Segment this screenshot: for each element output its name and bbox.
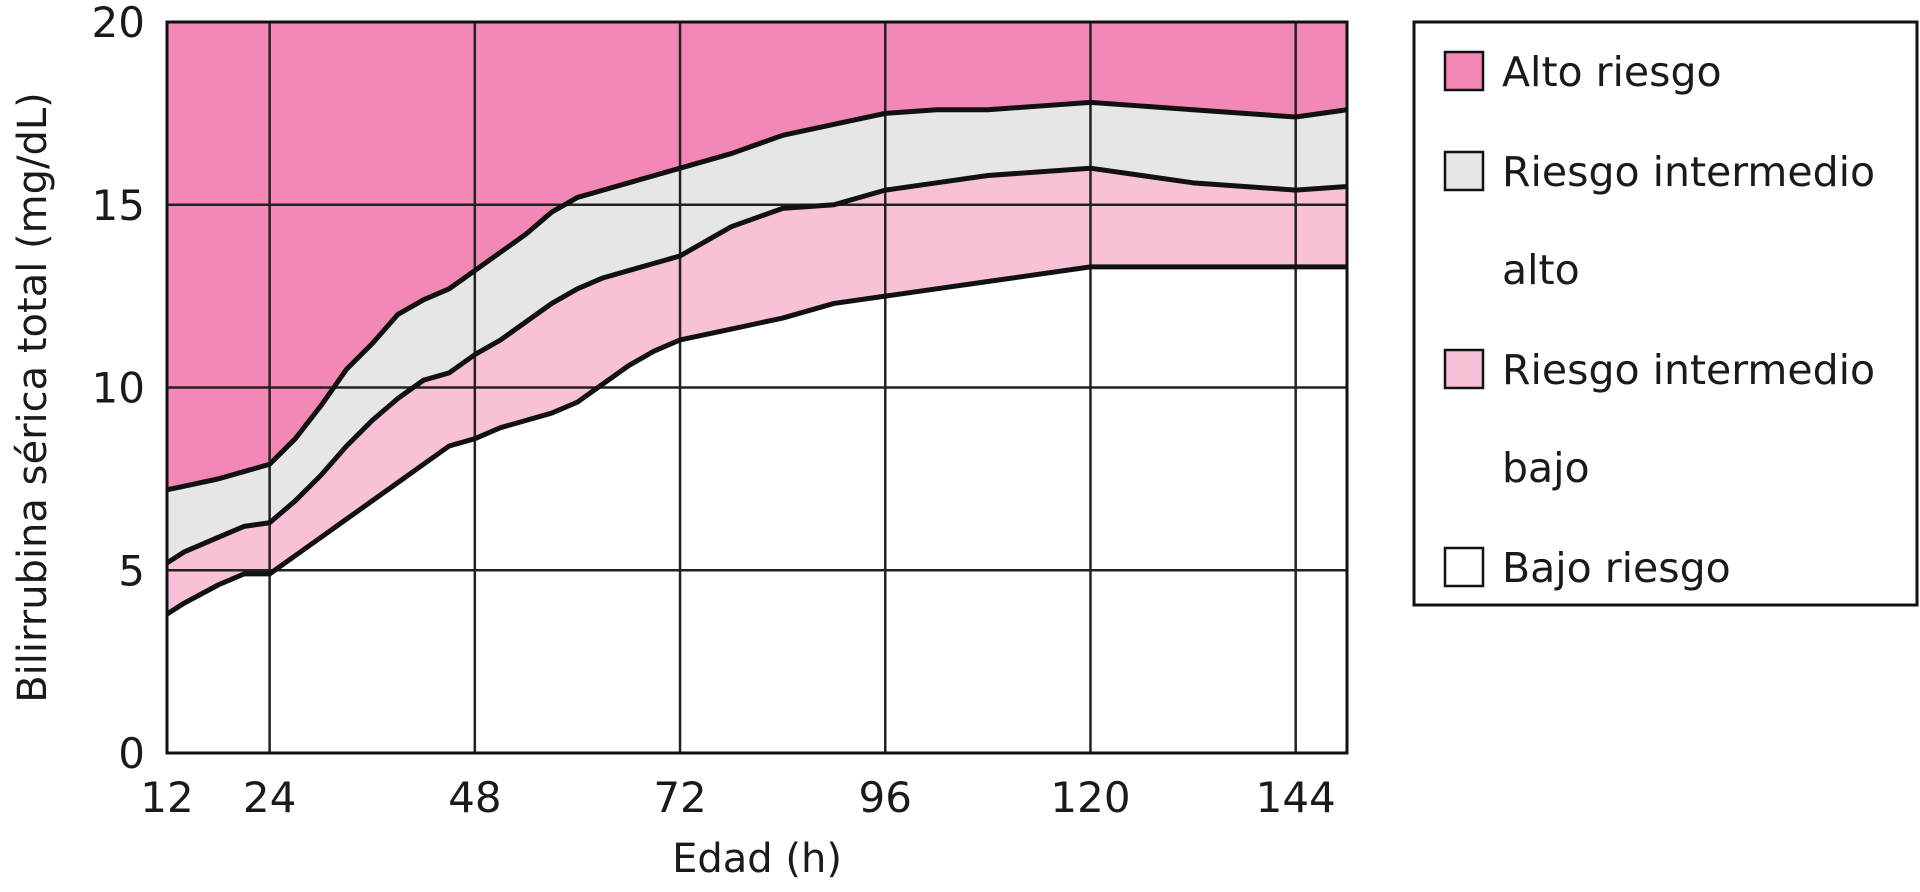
boundary-line-1 xyxy=(165,264,1347,617)
y-axis-label: Bilirrubina sérica total (mg/dL) xyxy=(10,92,56,703)
x-tick-label: 12 xyxy=(140,773,193,822)
legend-item: Riesgo intermedio bajo xyxy=(1443,346,1875,492)
x-tick-label: 144 xyxy=(1256,773,1336,822)
legend-label: Bajo riesgo xyxy=(1502,544,1731,592)
legend-label: Riesgo intermedio xyxy=(1502,148,1875,196)
legend-swatch xyxy=(1443,50,1485,92)
boundary-line-2 xyxy=(165,165,1348,566)
legend-label-line2: alto xyxy=(1502,246,1580,294)
band-riesgo-intermedio-bajo xyxy=(167,168,1347,615)
legend-item: Riesgo intermedio alto xyxy=(1443,148,1875,294)
legend-item: Alto riesgo xyxy=(1443,48,1722,96)
y-tick-label: 20 xyxy=(92,0,145,47)
x-tick-label: 72 xyxy=(653,773,706,822)
legend-swatch xyxy=(1443,546,1485,588)
x-axis-ticks: 12 24 48 72 96 120 144 xyxy=(140,773,1336,822)
plot-frame xyxy=(165,20,1349,755)
legend-item: Bajo riesgo xyxy=(1443,544,1731,592)
legend-label: Alto riesgo xyxy=(1502,48,1722,96)
y-tick-label: 0 xyxy=(118,729,145,778)
y-tick-label: 5 xyxy=(118,546,145,595)
legend-swatch xyxy=(1443,150,1485,192)
percentile-lines xyxy=(165,99,1348,617)
x-tick-label: 48 xyxy=(448,773,501,822)
legend-frame xyxy=(1412,20,1919,607)
y-axis-ticks: 0 5 10 15 20 xyxy=(92,0,145,778)
y-tick-label: 15 xyxy=(92,181,145,230)
legend-label-line2: bajo xyxy=(1502,444,1590,492)
legend-swatch xyxy=(1443,348,1485,390)
band-riesgo-intermedio-alto xyxy=(167,102,1347,563)
y-tick-label: 10 xyxy=(92,364,145,413)
x-tick-label: 24 xyxy=(243,773,296,822)
x-axis-label: Edad (h) xyxy=(672,836,842,882)
legend-label: Riesgo intermedio xyxy=(1502,346,1875,394)
x-tick-label: 120 xyxy=(1050,773,1130,822)
band-alto-riesgo xyxy=(167,22,1347,490)
boundary-line-3 xyxy=(166,99,1348,493)
grid-lines xyxy=(167,22,1347,753)
x-tick-label: 96 xyxy=(859,773,912,822)
